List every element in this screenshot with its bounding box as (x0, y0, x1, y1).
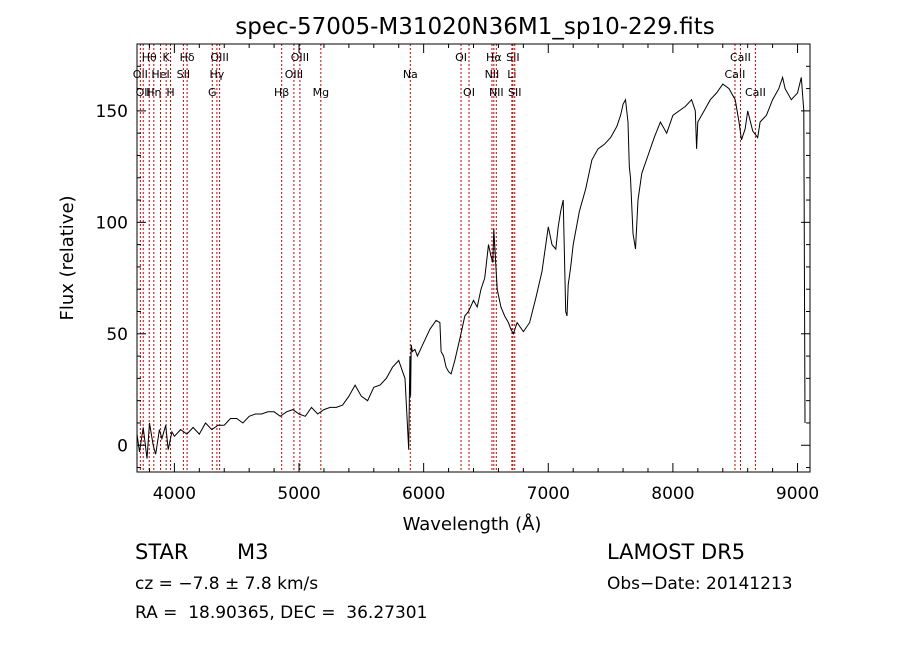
spectral-line-label: CaII (725, 68, 746, 81)
spectral-line-label: Na (403, 68, 418, 81)
spectral-line-label: CaII (730, 51, 751, 64)
spectral-line-label: Hγ (209, 68, 224, 81)
x-tick-label: 8000 (651, 484, 694, 504)
spectral-line-label: Hη (146, 86, 161, 99)
spectral-line-label: CaII (745, 86, 766, 99)
spectral-line-label: OIII (291, 51, 309, 64)
x-tick-label: 6000 (402, 484, 445, 504)
plot-frame (136, 43, 811, 473)
spectrum-series (136, 75, 806, 459)
y-tick-label: 50 (106, 325, 128, 345)
x-axis-label: Wavelength (Å) (403, 513, 542, 535)
spectral-line-label: H (166, 86, 174, 99)
spectral-line-label: K (163, 51, 171, 64)
redshift-velocity: cz = −7.8 ± 7.8 km/s (135, 574, 319, 594)
spectral-line-label: NII (489, 86, 504, 99)
spectral-line-label: OI (455, 51, 467, 64)
x-axis: 4000 5000 6000 7000 8000 9000 (148, 44, 819, 504)
y-tick-label: 0 (117, 436, 128, 456)
spectral-line-label: NII (485, 68, 500, 81)
survey-name: LAMOST DR5 (607, 540, 746, 564)
y-tick-label: 100 (96, 213, 128, 233)
chart-title: spec-57005-M31020N36M1_sp10-229.fits (235, 14, 714, 40)
spectral-line-label: Hβ (274, 86, 289, 99)
spectral-line-label: Mg (313, 86, 329, 99)
x-tick-label: 5000 (277, 484, 320, 504)
y-axis-label: Flux (relative) (57, 195, 78, 320)
spectral-line-label: OIII (210, 51, 228, 64)
spectral-line-label: G (208, 86, 217, 99)
spectral-line-label: OII (133, 68, 148, 81)
spectral-line-label: Li (507, 68, 516, 81)
spectral-line-label: OII (136, 86, 151, 99)
x-tick-label: 4000 (153, 484, 196, 504)
spectral-line-label: Hθ (142, 51, 157, 64)
observation-date: Obs−Date: 20141213 (607, 574, 793, 594)
y-axis: 0 50 100 150 (96, 65, 810, 469)
spectral-line-label: Hα (486, 51, 502, 64)
object-subclass: M3 (237, 540, 269, 564)
spectral-line-label: HeI (151, 68, 169, 81)
x-tick-label: 9000 (776, 484, 819, 504)
spectral-line-label: SII (177, 68, 190, 81)
spectral-line-label: SII (508, 86, 521, 99)
spectral-line-label: OIII (285, 68, 303, 81)
object-class: STAR (135, 540, 189, 564)
y-tick-label: 150 (96, 102, 128, 122)
spectral-line-label: OI (463, 86, 475, 99)
coordinates: RA = 18.90365, DEC = 36.27301 (135, 603, 428, 623)
x-tick-label: 7000 (527, 484, 570, 504)
spectral-line-markers: OIIOIIHθHηHeIKHSIIHδGHγOIIIHβOIIIOIIIMgN… (133, 44, 766, 472)
spectral-line-label: SII (506, 51, 519, 64)
spectral-line-label: Hδ (180, 51, 195, 64)
